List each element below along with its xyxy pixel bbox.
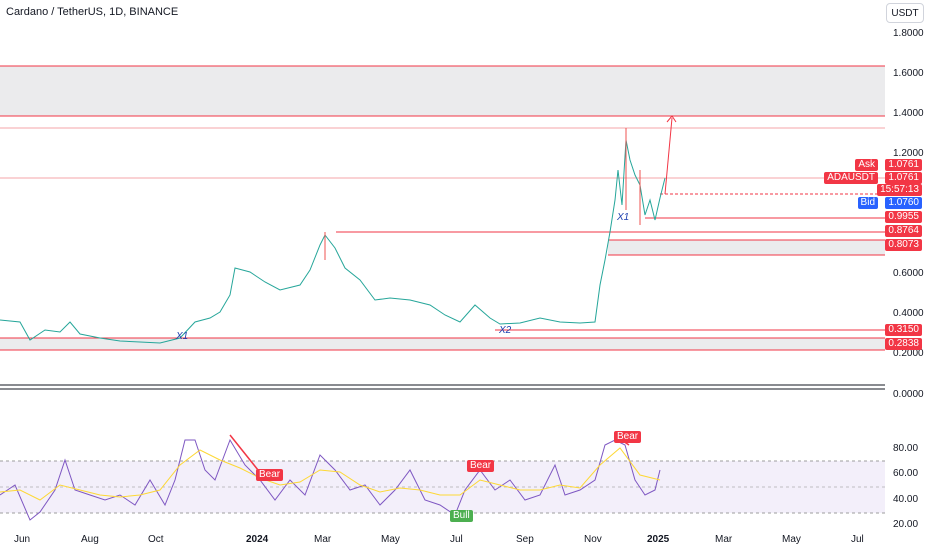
time-label: Jul [450,534,463,545]
chart-title: Cardano / TetherUS, 1D, BINANCE [6,6,179,18]
price-tick: 1.2000 [893,148,924,159]
base-zone [0,338,885,350]
price-tick: 0.6000 [893,268,924,279]
ask-value: 1.0761 [885,159,922,171]
bid-value: 1.0760 [885,197,922,209]
rsi-band [0,461,885,513]
time-label: May [782,534,801,545]
level-label: 0.8764 [885,225,922,237]
time-label: Jun [14,534,31,545]
support-zone [608,240,885,255]
bar-countdown: 15:57:13 [877,184,922,196]
resistance-zone [0,66,885,116]
bear-label: Bear [256,469,284,481]
time-label: Aug [81,534,99,545]
bull-label: Bull [450,510,473,522]
bear-label: Bear [467,460,495,472]
rsi-ma [0,447,661,501]
rsi-tick: 80.00 [893,443,919,454]
rsi-tick: 20.00 [893,519,919,530]
price-tick: 1.4000 [893,108,924,119]
x2-marker: X2 [499,325,512,336]
bid-label: Bid [857,197,878,209]
level-label: 0.8073 [885,239,922,251]
time-label: 2025 [647,534,670,545]
level-label: 0.3150 [885,324,922,336]
bear-divergence-line [229,434,259,471]
time-label: May [381,534,400,545]
currency-selector[interactable]: USDT [886,3,924,23]
price-wicks [324,128,641,260]
time-label: Mar [715,534,733,545]
time-label: Oct [148,534,164,545]
level-label: 0.9955 [885,211,922,223]
last-price-value: 1.0761 [885,172,922,184]
rsi-tick: 40.00 [893,494,919,505]
rsi-tick: 60.00 [893,468,919,479]
rsi-line [0,438,661,521]
symbol-label: ADAUSDT [824,172,878,184]
level-label: 0.2838 [885,338,922,350]
x1-marker-high: X1 [617,212,630,223]
price-tick: 0.4000 [893,308,924,319]
price-tick: 1.6000 [893,68,924,79]
bear-label: Bear [614,431,642,443]
x1-marker-low: X1 [176,331,189,342]
time-label: Nov [584,534,602,545]
level-lines [0,65,885,351]
price-tick: 1.8000 [893,28,924,39]
price-tick: 0.2000 [893,348,924,359]
time-label: Jul [851,534,864,545]
time-label: Mar [314,534,332,545]
time-label: 2024 [246,534,269,545]
price-series [0,139,666,344]
projection-arrow [664,117,673,195]
time-label: Sep [516,534,534,545]
ask-label: Ask [855,159,878,171]
price-tick: 0.0000 [893,389,924,400]
